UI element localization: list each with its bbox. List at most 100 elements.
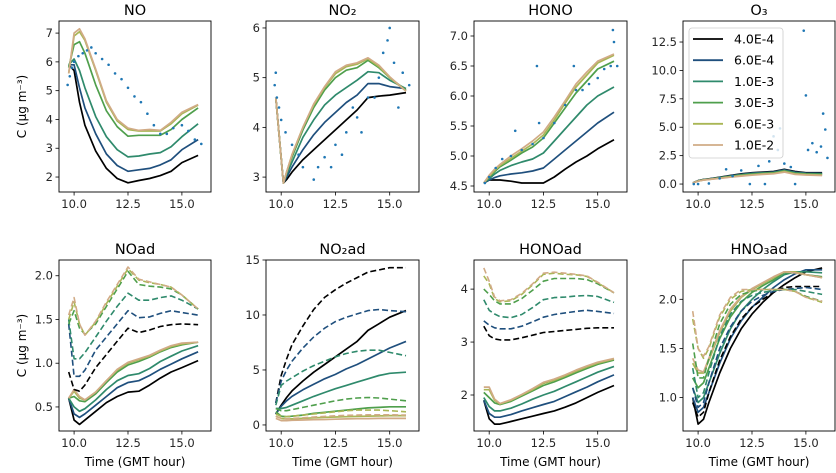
observed-point bbox=[126, 86, 130, 90]
dashed-series-c1 bbox=[483, 325, 614, 341]
legend-label: 1.0E-2 bbox=[734, 138, 774, 153]
subplot-8: 10.0 12.5 15.0 1.0 1.5 2.0 HNO₃ad Time (GMT hou… bbox=[659, 242, 836, 469]
observed-point bbox=[165, 132, 169, 136]
observed-point bbox=[397, 106, 400, 109]
observed-point bbox=[366, 96, 370, 99]
observed-point bbox=[279, 118, 283, 122]
subplot-7: 10.0 12.5 15.0 2 3 4 HONOad Time (GMT hour) bbox=[461, 242, 628, 469]
observed-point bbox=[377, 76, 381, 79]
x-tick-label: 12.5 bbox=[323, 436, 349, 450]
observed-point bbox=[392, 61, 396, 65]
observed-point bbox=[316, 165, 320, 169]
axes-frame bbox=[58, 259, 212, 432]
series-c6 bbox=[67, 27, 199, 132]
observed-point bbox=[581, 88, 584, 92]
y-tick-label: 2.5 bbox=[659, 149, 677, 163]
observed-point bbox=[602, 67, 606, 71]
y-tick-label: 5 bbox=[46, 84, 53, 98]
observed-point bbox=[290, 143, 294, 147]
observed-point bbox=[351, 106, 355, 109]
observed-point bbox=[139, 100, 143, 104]
dashed-series-c5 bbox=[67, 267, 199, 337]
x-tick-label: 15.0 bbox=[377, 436, 403, 450]
observed-point bbox=[301, 165, 305, 169]
y-tick-label: 2 bbox=[461, 388, 468, 402]
observed-point bbox=[793, 182, 797, 186]
series-c2 bbox=[483, 374, 615, 419]
x-axis-label: Time (GMT hour) bbox=[84, 455, 186, 469]
observed-point bbox=[707, 182, 711, 185]
observed-point bbox=[804, 94, 808, 97]
dashed-series-c1 bbox=[67, 323, 199, 393]
y-tick-label: 15 bbox=[245, 253, 260, 267]
dashed-series-c4 bbox=[691, 288, 823, 379]
series-c3 bbox=[68, 58, 199, 158]
dashed-series-c6 bbox=[275, 413, 407, 420]
subplot-title: HNO₃ad bbox=[730, 242, 787, 258]
series-c1 bbox=[67, 359, 199, 426]
dashed-series-c3 bbox=[483, 294, 615, 319]
x-tick-label: 15.0 bbox=[585, 197, 611, 211]
axes-frame bbox=[473, 20, 628, 193]
plot-area bbox=[275, 266, 407, 422]
observed-point bbox=[500, 157, 504, 161]
subplot-6: 10.0 12.5 15.0 0 5 10 15 NO₂ad Time (GMT hour) bbox=[245, 242, 420, 469]
x-tick-label: 15.0 bbox=[793, 436, 819, 450]
series-c4 bbox=[483, 60, 615, 184]
observed-point bbox=[381, 51, 385, 55]
subplot-2: 10.0 12.5 15.0 3 4 5 6 NO₂ bbox=[253, 3, 420, 211]
observed-point bbox=[70, 66, 74, 69]
observed-point bbox=[373, 96, 376, 99]
series-c5 bbox=[67, 30, 199, 132]
y-tick-label: 0.5 bbox=[35, 400, 53, 414]
observed-point bbox=[90, 46, 93, 49]
y-tick-label: 5 bbox=[253, 71, 260, 85]
y-tick-label: 6 bbox=[253, 21, 260, 35]
series-c1 bbox=[274, 91, 407, 184]
observed-point bbox=[159, 132, 162, 136]
dashed-series-c4 bbox=[67, 270, 199, 336]
observed-point bbox=[612, 40, 616, 44]
x-tick-label: 10.0 bbox=[268, 197, 294, 211]
subplot-3: 10.0 12.5 15.0 4.5 5.0 5.5 6.0 6.5 7.0 HONO bbox=[450, 3, 628, 211]
x-tick-label: 12.5 bbox=[739, 197, 765, 211]
x-tick-label: 10.0 bbox=[61, 436, 87, 450]
observed-point bbox=[388, 26, 392, 30]
subplot-5: 10.0 12.5 15.0 0.5 1.0 1.5 2.0 NOad C (μg m⁻³) Ti… bbox=[15, 242, 212, 469]
observed-point bbox=[494, 166, 498, 170]
y-tick-label: 10.0 bbox=[651, 63, 677, 77]
series-c6 bbox=[274, 56, 407, 184]
series-c2 bbox=[483, 111, 615, 184]
series-c1 bbox=[483, 139, 615, 184]
x-tick-label: 12.5 bbox=[531, 436, 557, 450]
plot-area bbox=[483, 28, 619, 185]
observed-point bbox=[66, 83, 69, 87]
axes-frame bbox=[265, 20, 420, 193]
axes-frame bbox=[265, 259, 420, 432]
axes-frame bbox=[473, 259, 628, 432]
y-tick-label: 4 bbox=[461, 282, 468, 296]
y-tick-label: 2.0 bbox=[659, 292, 677, 306]
observed-point bbox=[355, 116, 359, 119]
dashed-series-c2 bbox=[67, 309, 199, 378]
observed-point bbox=[85, 49, 89, 52]
observed-point bbox=[615, 64, 619, 68]
observed-point bbox=[513, 129, 517, 133]
plot-area bbox=[691, 267, 823, 425]
observed-point bbox=[407, 83, 411, 87]
observed-point bbox=[275, 96, 279, 99]
observed-point bbox=[739, 169, 743, 172]
observed-point bbox=[487, 175, 491, 179]
observed-point bbox=[611, 28, 615, 32]
subplot-title: O₃ bbox=[750, 3, 767, 19]
subplot-title: NO₂ad bbox=[319, 242, 365, 258]
dashed-series-c6 bbox=[483, 267, 615, 302]
y-tick-label: 3 bbox=[461, 335, 468, 349]
observed-point bbox=[811, 141, 814, 145]
y-tick-label: 6.5 bbox=[450, 59, 468, 73]
dashed-series-c2 bbox=[275, 308, 407, 404]
x-tick-label: 10.0 bbox=[685, 197, 711, 211]
plot-area bbox=[67, 266, 199, 426]
observed-point bbox=[802, 29, 806, 32]
